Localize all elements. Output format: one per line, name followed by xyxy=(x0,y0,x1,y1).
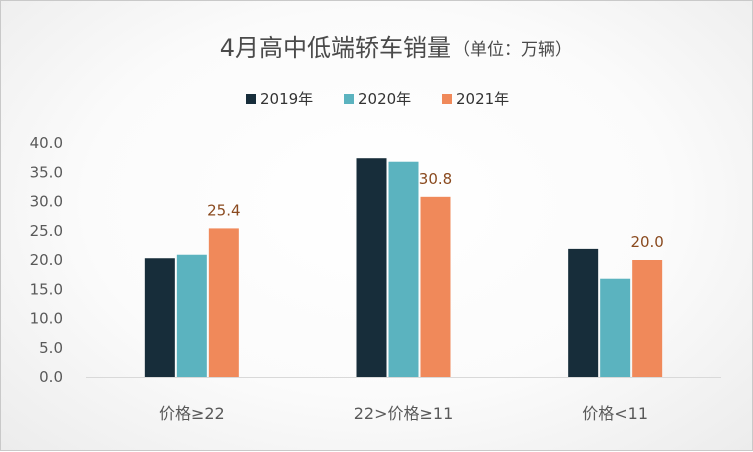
bar-2021年-价格<11 xyxy=(632,260,663,377)
legend-label-2019年: 2019年 xyxy=(260,90,313,108)
y-tick-label-0: 0.0 xyxy=(39,368,63,386)
bar-2021年-22>价格≥11 xyxy=(420,196,451,377)
legend-swatch-2019年 xyxy=(246,94,256,104)
y-tick-label-8: 40.0 xyxy=(30,134,63,152)
category-label-0: 价格≥22 xyxy=(159,404,225,423)
y-tick-label-5: 25.0 xyxy=(30,222,63,240)
bar-2019年-22>价格≥11 xyxy=(356,158,387,377)
y-tick-label-4: 20.0 xyxy=(30,251,63,269)
data-labels: 25.4 30.8 20.0 xyxy=(207,170,664,251)
legend: 2019年 2020年 2021年 xyxy=(246,90,509,108)
legend-label-2020年: 2020年 xyxy=(358,90,411,108)
y-tick-label-2: 10.0 xyxy=(30,310,63,328)
chart-subtitle: （单位：万辆） xyxy=(453,40,572,60)
bar-2020年-价格<11 xyxy=(600,278,631,377)
chart-title: 4月高中低端轿车销量 xyxy=(220,34,451,62)
y-tick-label-7: 35.0 xyxy=(30,163,63,181)
bar-2019年-价格≥22 xyxy=(144,258,175,377)
category-label-2: 价格<11 xyxy=(582,404,648,423)
bar-2020年-22>价格≥11 xyxy=(388,161,419,377)
y-tick-label-1: 5.0 xyxy=(39,339,63,357)
bar-2020年-价格≥22 xyxy=(176,254,207,377)
legend-label-2021年: 2021年 xyxy=(456,90,509,108)
bars xyxy=(144,158,663,377)
bar-2019年-价格<11 xyxy=(568,248,599,377)
bar-2021年-价格≥22 xyxy=(208,228,239,377)
legend-swatch-2020年 xyxy=(344,94,354,104)
y-axis: 0.0 5.0 10.0 15.0 20.0 25.0 30.0 35.0 40.0 xyxy=(30,134,63,386)
y-tick-label-3: 15.0 xyxy=(30,280,63,298)
data-label-2: 20.0 xyxy=(630,233,663,251)
data-label-1: 30.8 xyxy=(419,170,452,188)
x-axis: 价格≥22 22>价格≥11 价格<11 xyxy=(159,404,648,423)
category-label-1: 22>价格≥11 xyxy=(354,404,454,423)
legend-swatch-2021年 xyxy=(442,94,452,104)
y-tick-label-6: 30.0 xyxy=(30,193,63,211)
data-label-0: 25.4 xyxy=(207,201,240,219)
